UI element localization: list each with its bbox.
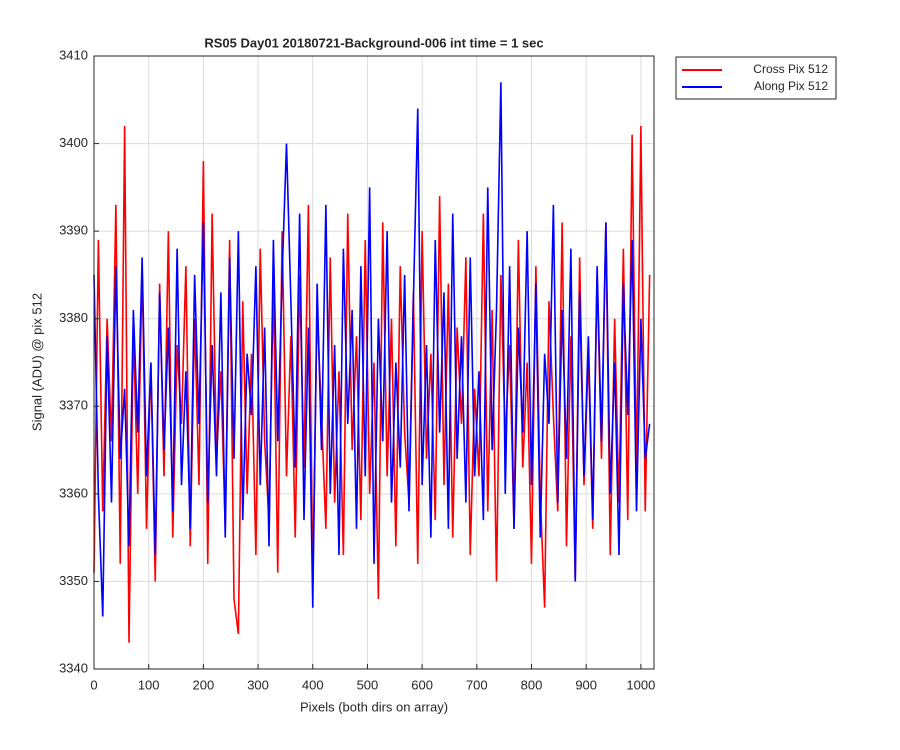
legend-box [675, 56, 837, 100]
x-tick-label: 0 [90, 677, 97, 692]
lines [93, 82, 651, 643]
y-tick-label: 3370 [59, 398, 88, 413]
y-tick-label: 3410 [59, 47, 88, 62]
x-tick-label: 700 [466, 677, 488, 692]
y-tick-label: 3380 [59, 310, 88, 325]
x-tick-label: 300 [247, 677, 269, 692]
x-tick-label: 800 [521, 677, 543, 692]
x-tick-label: 500 [357, 677, 379, 692]
y-axis-label: Signal (ADU) @ pix 512 [29, 293, 44, 431]
ticks: 0 100 200 300 400 500 600 700 800 900 1000 3340 3350… [59, 47, 655, 692]
x-tick-label: 200 [193, 677, 215, 692]
x-tick-label: 400 [302, 677, 324, 692]
x-tick-label: 600 [411, 677, 433, 692]
series-line [93, 82, 651, 617]
y-tick-label: 3360 [59, 485, 88, 500]
axes-frame [93, 55, 655, 670]
x-tick-label: 1000 [626, 677, 655, 692]
x-axis-label: Pixels (both dirs on array) [300, 699, 448, 714]
legend-label: Cross Pix 512 [753, 62, 828, 76]
legend-label: Along Pix 512 [754, 79, 828, 93]
x-tick-label: 900 [575, 677, 597, 692]
y-tick-label: 3340 [59, 660, 88, 675]
legend: Cross Pix 512 Along Pix 512 [675, 56, 837, 100]
x-tick-label: 100 [138, 677, 160, 692]
chart-title: RS05 Day01 20180721-Background-006 int t… [204, 35, 543, 50]
y-tick-label: 3350 [59, 573, 88, 588]
y-tick-label: 3400 [59, 135, 88, 150]
y-tick-label: 3390 [59, 223, 88, 238]
